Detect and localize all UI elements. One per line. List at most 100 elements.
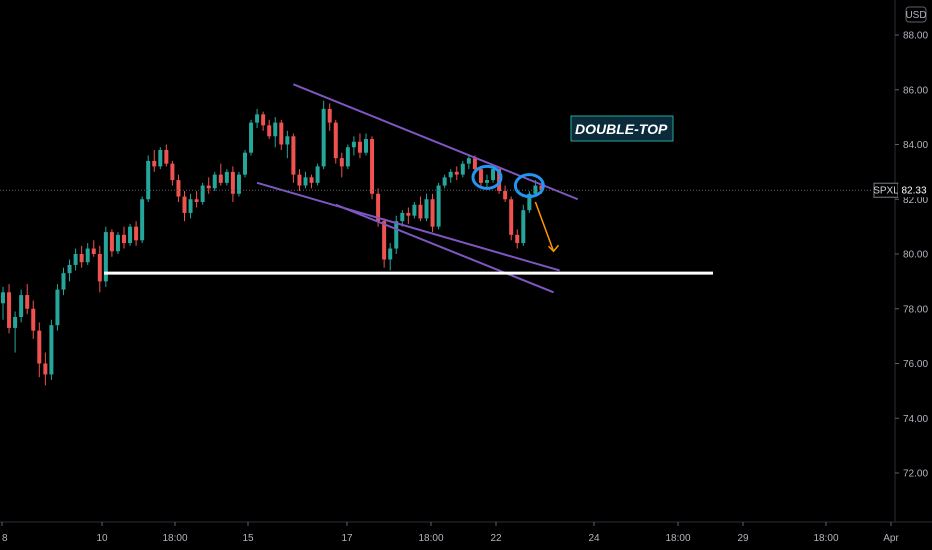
double-top-note-box <box>570 115 674 142</box>
candle-body <box>327 108 332 123</box>
currency-badge[interactable]: USD <box>905 6 927 23</box>
candle-body <box>43 363 48 375</box>
channel-line[interactable] <box>293 83 579 201</box>
candle-body <box>255 114 260 123</box>
time-tick-label: 17 <box>341 533 353 544</box>
candle-body <box>412 204 417 216</box>
candle-body <box>357 141 362 153</box>
candle-body <box>539 185 544 191</box>
candle-body <box>315 166 320 183</box>
candle-body <box>436 185 441 227</box>
time-axis[interactable]: 8 10 18:00 15 17 18:00 22 24 18:00 29 18:00 Apr <box>1 522 899 544</box>
candle-body <box>448 171 453 178</box>
candle-body <box>303 177 308 186</box>
candle-body <box>509 199 514 235</box>
candle-body <box>333 122 338 159</box>
time-tick-label: 8 <box>2 533 8 544</box>
candle-body <box>339 158 344 167</box>
time-tick-label: 18:00 <box>813 533 838 544</box>
candle-body <box>364 139 368 153</box>
time-tick-label: 10 <box>96 533 108 544</box>
candle-body <box>206 185 211 189</box>
candle-body <box>491 169 496 181</box>
symbol-tag: SPXL <box>873 182 899 198</box>
candle-body <box>140 199 145 241</box>
time-tick-label: 18:00 <box>418 533 443 544</box>
candle-body <box>249 122 254 153</box>
candle-body <box>188 199 193 213</box>
candle-body <box>115 234 120 252</box>
candle-body <box>230 171 235 194</box>
candle-body <box>345 147 350 167</box>
price-tick-label: 78.00 <box>903 304 928 315</box>
candle-body <box>267 125 272 137</box>
candle-body <box>430 199 435 227</box>
candle-body <box>454 171 459 175</box>
price-tick-label: 86.00 <box>903 85 928 96</box>
candle-body <box>418 204 423 219</box>
candle-body <box>442 177 447 186</box>
projection-arrow[interactable] <box>534 201 555 252</box>
candle-body <box>176 180 181 197</box>
price-axis[interactable]: 88.00 86.00 84.00 82.00 80.00 78.00 76.00 74.00… <box>895 31 928 480</box>
candle-body <box>49 325 54 375</box>
top-circle[interactable] <box>513 173 545 199</box>
price-tick-label: 74.00 <box>903 414 928 425</box>
candle-body <box>382 221 387 260</box>
channel-line[interactable] <box>256 181 560 272</box>
price-tick-label: 80.00 <box>903 250 928 261</box>
channel-line[interactable] <box>335 203 554 294</box>
candle-body <box>25 295 30 309</box>
candle-body <box>182 196 187 213</box>
price-tick-label: 84.00 <box>903 140 928 151</box>
last-price-tag: 82.33 <box>898 183 930 198</box>
candle-body <box>478 169 483 183</box>
candle-body <box>61 273 66 290</box>
time-tick-label: 24 <box>588 533 600 544</box>
candle-body <box>91 248 96 254</box>
price-tick-label: 88.00 <box>903 31 928 42</box>
candle-body <box>472 158 477 170</box>
candle-body <box>37 330 42 364</box>
candle-body <box>164 149 169 164</box>
candle-body <box>485 180 489 183</box>
candle-body <box>400 212 405 222</box>
candlestick-series <box>1 100 544 386</box>
last-price-tag-bg <box>898 183 930 198</box>
candle-body <box>503 191 508 200</box>
candle-body <box>97 254 102 282</box>
price-tick-label: 82.00 <box>903 195 928 206</box>
candle-body <box>297 174 302 186</box>
candle-body <box>103 232 108 282</box>
candle-body <box>309 177 314 183</box>
candle-body <box>79 254 84 263</box>
time-tick-label: 15 <box>242 533 254 544</box>
symbol-label: SPXL <box>873 186 899 197</box>
candle-body <box>1 292 5 304</box>
candle-body <box>109 232 114 252</box>
candle-body <box>279 122 284 145</box>
candle-body <box>67 264 72 274</box>
candle-body <box>152 160 157 167</box>
time-tick-label: Apr <box>883 533 899 544</box>
candle-body <box>194 199 199 202</box>
top-circle[interactable] <box>471 164 503 190</box>
candle-body <box>31 308 36 331</box>
double-top-note[interactable]: DOUBLE-TOP <box>570 115 674 142</box>
time-tick-label: 18:00 <box>665 533 690 544</box>
candle-body <box>291 136 296 175</box>
price-tick-label: 72.00 <box>903 469 928 480</box>
candle-body <box>515 234 520 244</box>
currency-badge-frame <box>905 6 927 23</box>
arrow-head <box>548 244 560 253</box>
candle-body <box>200 185 205 202</box>
chart-drawings[interactable] <box>104 83 713 294</box>
candle-body <box>285 136 290 145</box>
candle-body <box>466 158 471 164</box>
candle-body <box>527 193 532 211</box>
candle-body <box>19 295 24 317</box>
candle-body <box>388 248 393 260</box>
candle-body <box>122 234 126 244</box>
